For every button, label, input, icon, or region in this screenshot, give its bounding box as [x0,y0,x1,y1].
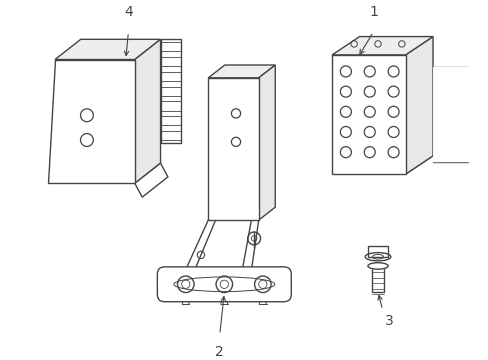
Bar [160,86,181,96]
Bar [160,72,181,81]
Bar [160,39,181,143]
Polygon shape [331,37,432,55]
Polygon shape [405,37,432,174]
Ellipse shape [365,253,390,261]
Polygon shape [208,65,275,78]
Polygon shape [331,156,432,174]
Polygon shape [258,65,275,220]
Polygon shape [135,163,167,197]
Bar [160,116,181,125]
Ellipse shape [367,263,387,269]
FancyBboxPatch shape [157,267,291,302]
Bar [367,246,387,257]
Bar [160,101,181,111]
Bar [160,131,181,140]
Text: 3: 3 [385,314,393,328]
Bar [160,42,181,51]
Polygon shape [48,59,135,183]
Bar [331,55,405,174]
Polygon shape [432,67,488,162]
Polygon shape [135,39,160,183]
Polygon shape [55,39,160,59]
Text: 1: 1 [368,5,377,19]
Bar [160,57,181,66]
Polygon shape [208,78,258,220]
Text: 2: 2 [215,345,224,359]
Text: 4: 4 [124,5,133,19]
